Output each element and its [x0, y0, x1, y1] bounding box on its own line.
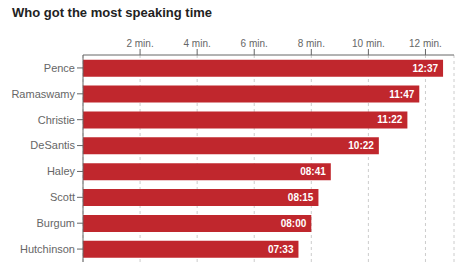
svg-text:08:41: 08:41 — [300, 166, 326, 177]
svg-text:6 min.: 6 min. — [241, 38, 268, 49]
svg-text:10 min.: 10 min. — [352, 38, 385, 49]
svg-text:Ramaswamy: Ramaswamy — [11, 88, 75, 100]
svg-text:12 min.: 12 min. — [409, 38, 442, 49]
svg-text:07:33: 07:33 — [268, 244, 294, 255]
svg-text:Christie: Christie — [38, 114, 75, 126]
svg-text:08:15: 08:15 — [288, 192, 314, 203]
svg-text:Pence: Pence — [44, 62, 75, 74]
svg-text:08:00: 08:00 — [281, 218, 307, 229]
svg-text:Hutchinson: Hutchinson — [20, 243, 75, 255]
html-text:Who got the most speaking time: Who got the most speaking time — [12, 5, 213, 20]
svg-text:12:37: 12:37 — [412, 63, 438, 74]
svg-text:Burgum: Burgum — [36, 217, 75, 229]
svg-text:11:22: 11:22 — [377, 114, 402, 125]
svg-text:11:47: 11:47 — [389, 89, 414, 100]
svg-text:8 min.: 8 min. — [298, 38, 325, 49]
svg-text:Scott: Scott — [50, 191, 75, 203]
svg-text:2 min.: 2 min. — [126, 38, 153, 49]
svg-text:4 min.: 4 min. — [184, 38, 211, 49]
svg-text:10:22: 10:22 — [348, 140, 374, 151]
svg-text:DeSantis: DeSantis — [30, 139, 75, 151]
svg-text:Haley: Haley — [47, 165, 76, 177]
